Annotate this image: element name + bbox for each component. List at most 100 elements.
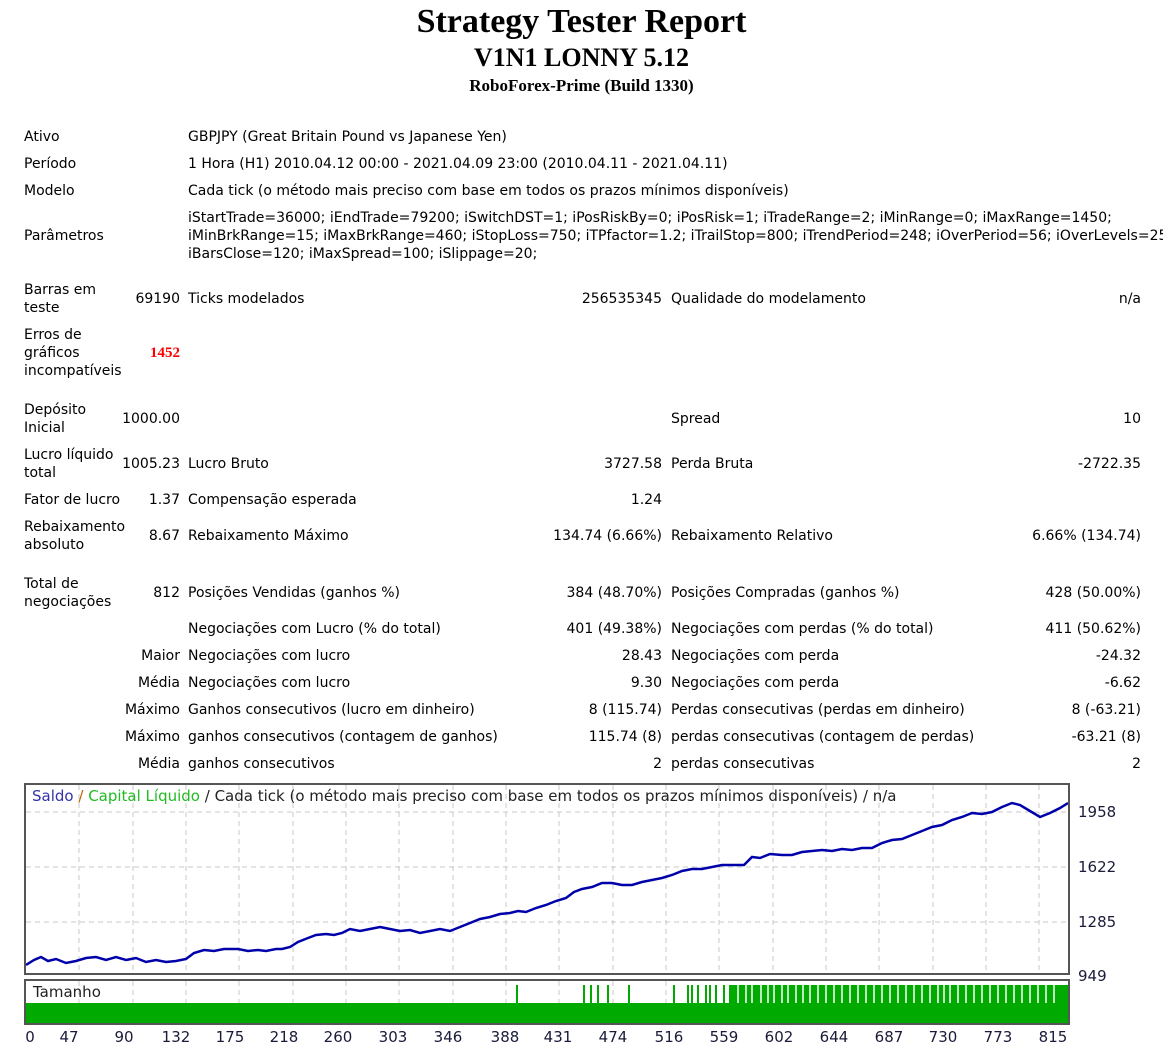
loss-trades-value: 411 (50.62%) (1045, 621, 1141, 637)
balance-chart: Saldo / Capital Líquido / Cada tick (o m… (24, 783, 1070, 975)
max-cons-loss-label: perdas consecutivas (contagem de perdas) (671, 729, 975, 745)
x-tick: 559 (709, 1028, 739, 1046)
max-cons-losses-value: 8 (-63.21) (1071, 702, 1141, 718)
y-tick-1958: 1958 (1078, 803, 1117, 821)
largest-profit-value: 28.43 (621, 648, 662, 664)
avg-loss-value: -6.62 (1104, 675, 1141, 691)
abs-dd-label: Rebaixamento absoluto (24, 519, 126, 553)
x-tick: 730 (928, 1028, 958, 1046)
max-cons-wins-value: 8 (115.74) (588, 702, 662, 718)
quality-value: n/a (1118, 291, 1141, 307)
server-build: RoboForex-Prime (Build 1330) (469, 76, 694, 95)
rel-dd-label: Rebaixamento Relativo (671, 528, 833, 544)
rel-dd-value: 6.66% (134.74) (1032, 528, 1141, 544)
x-tick: 388 (490, 1028, 520, 1046)
gross-loss-label: Perda Bruta (671, 456, 754, 472)
profit-trades-value: 401 (49.38%) (566, 621, 662, 637)
y-tick-1622: 1622 (1078, 858, 1117, 876)
largest-loss-value: -24.32 (1095, 648, 1141, 664)
errors-value: 1452 (150, 345, 180, 361)
profit-trades-label: Negociações com Lucro (% do total) (188, 621, 441, 637)
params-line-1: iStartTrade=36000; iEndTrade=79200; iSwi… (188, 210, 1112, 226)
max-dd-value: 134.74 (6.66%) (553, 528, 662, 544)
profit-factor-value: 1.37 (148, 492, 180, 508)
x-tick: 90 (114, 1028, 134, 1046)
x-tick: 218 (269, 1028, 299, 1046)
max-dd-label: Rebaixamento Máximo (188, 528, 349, 544)
total-trades-value: 812 (153, 585, 180, 601)
balance-chart-plot (26, 785, 1068, 973)
long-label: Posições Compradas (ganhos %) (671, 585, 900, 601)
long-value: 428 (50.00%) (1045, 585, 1141, 601)
net-profit-label: Lucro líquido total (24, 447, 114, 481)
loss-trades-label: Negociações com perdas (% do total) (671, 621, 934, 637)
short-label: Posições Vendidas (ganhos %) (188, 585, 401, 601)
legend-description: / Cada tick (o método mais preciso com b… (199, 787, 897, 805)
spread-value: 10 (1123, 411, 1141, 427)
x-tick: 260 (323, 1028, 353, 1046)
x-tick: 47 (59, 1028, 79, 1046)
abs-dd-value: 8.67 (148, 528, 180, 544)
params-label: Parâmetros (24, 228, 104, 244)
ticks-value: 256535345 (581, 291, 662, 307)
chart-legend: Saldo / Capital Líquido / Cada tick (o m… (32, 787, 897, 805)
max-prefix: Máximo (124, 702, 180, 718)
max-cons-profit-label: ganhos consecutivos (contagem de ganhos) (188, 729, 498, 745)
total-trades-label: Total de negociações (24, 576, 112, 610)
avg-cons-losses-value: 2 (1132, 756, 1141, 772)
max-prefix-2: Máximo (124, 729, 180, 745)
max-cons-wins-label: Ganhos consecutivos (lucro em dinheiro) (188, 702, 475, 718)
x-tick: 0 (25, 1028, 35, 1046)
deposit-value: 1000.00 (122, 411, 180, 427)
x-tick: 687 (874, 1028, 904, 1046)
model-label: Modelo (24, 183, 75, 199)
period-value: 1 Hora (H1) 2010.04.12 00:00 - 2021.04.0… (188, 156, 728, 172)
x-tick: 644 (819, 1028, 849, 1046)
short-value: 384 (48.70%) (566, 585, 662, 601)
volume-label: Tamanho (33, 983, 101, 1001)
y-tick-949: 949 (1078, 967, 1107, 985)
gross-profit-label: Lucro Bruto (188, 456, 269, 472)
largest-loss-label: Negociações com perda (671, 648, 840, 664)
x-tick: 474 (598, 1028, 628, 1046)
avg-loss-label: Negociações com perda (671, 675, 840, 691)
bars-value: 69190 (135, 291, 180, 307)
largest-profit-label: Negociações com lucro (188, 648, 351, 664)
gross-profit-value: 3727.58 (604, 456, 662, 472)
params-line-3: iBarsClose=120; iMaxSpread=100; iSlippag… (188, 246, 538, 262)
volume-chart: Tamanho (24, 979, 1070, 1025)
errors-label: Erros de gráficos incompatíveis (24, 327, 122, 379)
avg-prefix-2: Média (137, 756, 180, 772)
max-cons-losses-label: Perdas consecutivas (perdas em dinheiro) (671, 702, 965, 718)
x-tick: 175 (215, 1028, 245, 1046)
asset-label: Ativo (24, 129, 60, 145)
x-tick: 516 (654, 1028, 684, 1046)
x-tick: 602 (764, 1028, 794, 1046)
expected-payoff-value: 1.24 (630, 492, 662, 508)
max-cons-profit-value: 115.74 (8) (588, 729, 662, 745)
average-prefix: Média (137, 675, 180, 691)
x-tick: 815 (1038, 1028, 1068, 1046)
params-line-2: iMinBrkRange=15; iMaxBrkRange=460; iStop… (188, 228, 1163, 244)
asset-value: GBPJPY (Great Britain Pound vs Japanese … (188, 129, 507, 145)
balance-line (26, 801, 1068, 967)
x-tick: 303 (378, 1028, 408, 1046)
largest-prefix: Maior (141, 648, 180, 664)
bars-label: Barras em teste (24, 282, 97, 316)
net-profit-value: 1005.23 (122, 456, 180, 472)
x-tick: 132 (161, 1028, 191, 1046)
avg-cons-wins-label: ganhos consecutivos (188, 756, 335, 772)
profit-factor-label: Fator de lucro (24, 492, 121, 508)
spread-label: Spread (671, 411, 721, 427)
avg-profit-value: 9.30 (630, 675, 662, 691)
x-tick: 346 (433, 1028, 463, 1046)
legend-equity: Capital Líquido (88, 787, 200, 805)
x-tick: 773 (983, 1028, 1013, 1046)
model-value: Cada tick (o método mais preciso com bas… (188, 183, 789, 199)
period-label: Período (24, 156, 77, 172)
expert-name: V1N1 LONNY 5.12 (474, 43, 689, 72)
expected-payoff-label: Compensação esperada (188, 492, 357, 508)
report-title: Strategy Tester Report (416, 3, 747, 40)
avg-profit-label: Negociações com lucro (188, 675, 351, 691)
ticks-label: Ticks modelados (188, 291, 305, 307)
